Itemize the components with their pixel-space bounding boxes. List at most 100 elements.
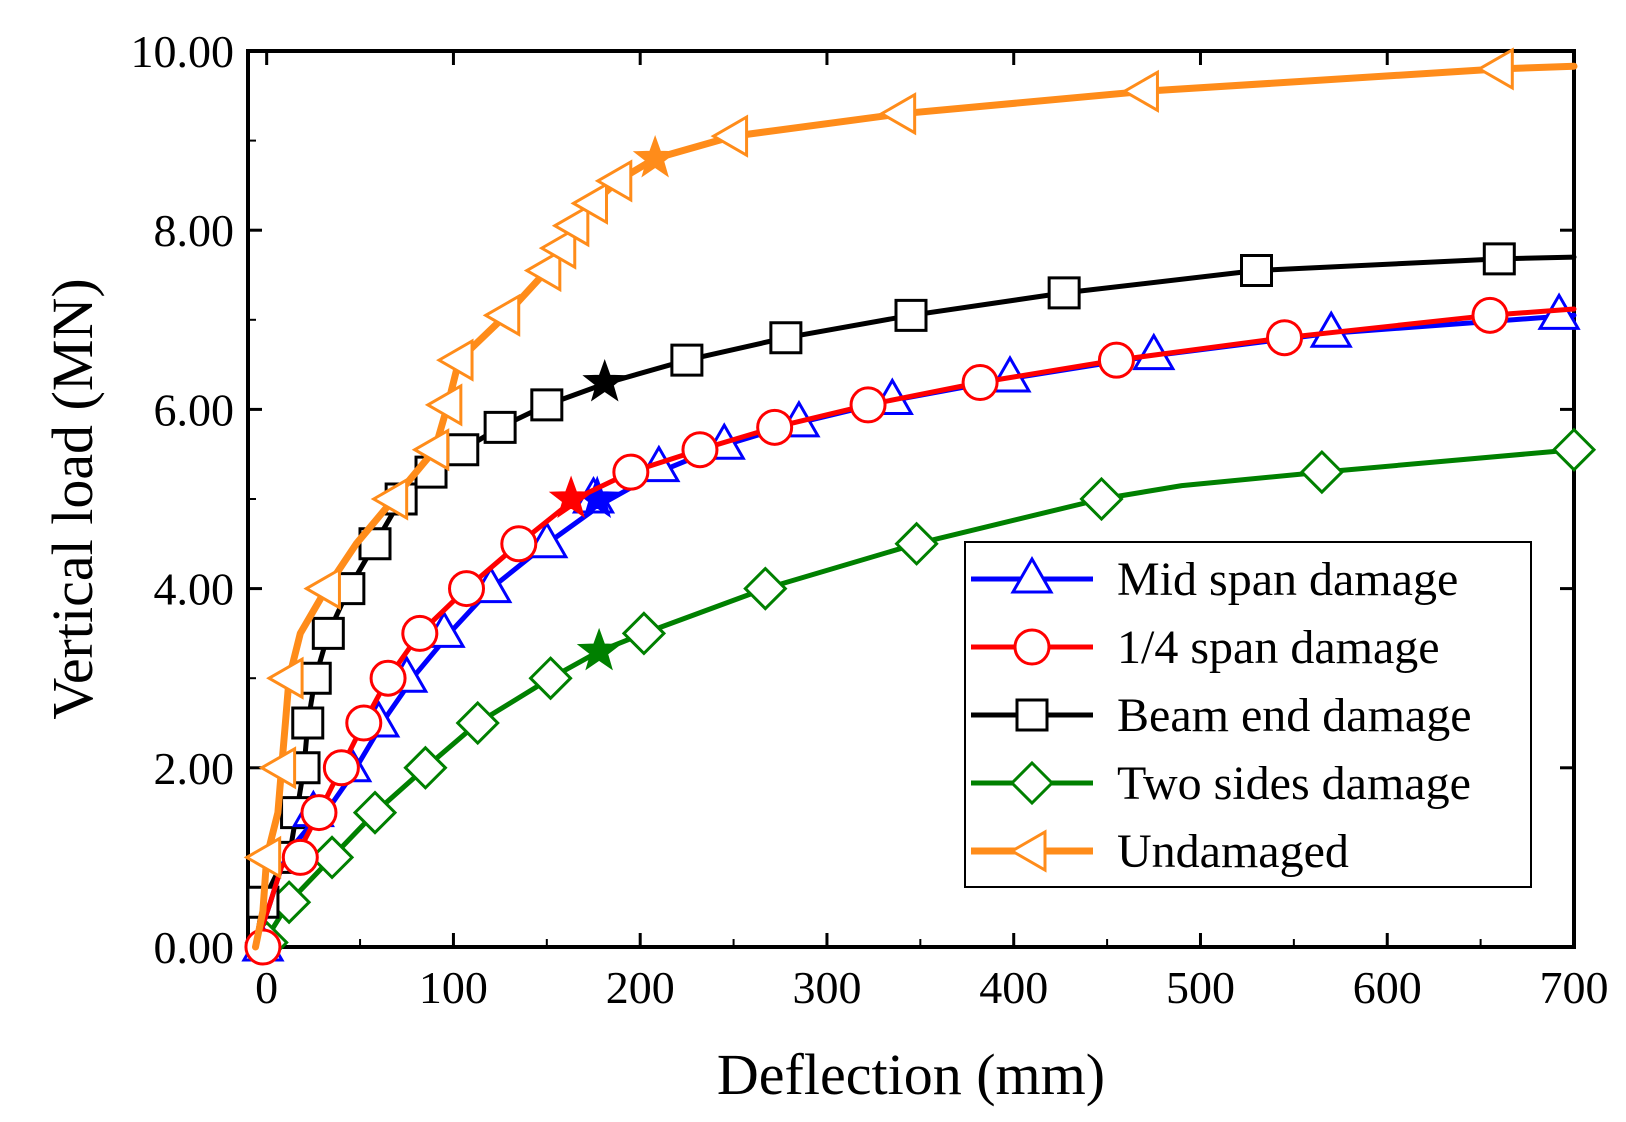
yield-point-star [576,627,622,671]
data-point [1079,476,1124,522]
data-point [528,656,573,701]
x-axis-title: Deflection (mm) [717,1042,1105,1107]
data-point [424,383,463,427]
legend-marker [1008,829,1047,873]
y-tick-label: 0.00 [154,922,235,973]
legend-item: Mid span damage [971,553,1458,606]
legend-item: Two sides damage [971,757,1471,810]
data-point [525,520,569,559]
x-tick-label: 700 [1540,962,1609,1013]
data-point [411,428,450,472]
data-point [1299,449,1344,495]
data-point [894,521,939,566]
data-point [455,700,500,746]
data-point [482,293,521,337]
y-tick-label: 8.00 [154,205,235,256]
data-point [670,343,704,377]
data-point [1551,427,1597,472]
data-point [594,159,633,203]
legend-label: Mid span damage [1117,553,1458,606]
yield-point-star [582,359,628,402]
data-point [612,453,650,491]
data-point [352,790,398,835]
axes-group: 0 100 200 300 400 500 600 700 0.00 2.00 4.00 6.00 8.… [131,26,1609,1013]
y-tick-label: 2.00 [154,743,235,794]
legend-label: Two sides damage [1117,757,1471,810]
data-point [483,410,517,444]
x-tick-label: 200 [606,962,675,1013]
data-point [756,408,794,446]
data-point [403,745,448,790]
yield-point-star [548,475,594,518]
y-tick-label: 6.00 [154,384,235,435]
y-tick-label: 4.00 [154,564,235,615]
data-point [710,114,749,158]
x-tick-label: 100 [419,962,488,1013]
series-line [253,447,1577,950]
legend-item: Undamaged [971,825,1349,878]
data-point [291,706,325,740]
data-point [621,611,667,656]
data-point [244,928,282,966]
data-point [961,364,999,402]
legend: Mid span damage 1/4 span damage Beam end d… [964,541,1532,888]
series-undamaged [243,47,1578,951]
legend-label: 1/4 span damage [1117,621,1440,674]
data-point [570,181,609,225]
series-layer [241,47,1597,966]
data-point [1471,296,1509,334]
data-point [894,298,928,332]
data-point [769,321,803,355]
data-point [300,794,338,832]
legend-label: Undamaged [1117,825,1349,878]
data-point [322,749,360,787]
yield-point-star [632,135,678,178]
x-tick-label: 500 [1166,962,1235,1013]
x-tick-label: 300 [792,962,861,1013]
data-point [243,835,282,879]
legend-marker [1015,698,1049,732]
data-point [1266,319,1304,357]
legend-marker [1009,760,1055,806]
x-tick-label: 600 [1353,962,1422,1013]
data-point [266,656,304,700]
data-point [311,616,345,650]
data-point [523,248,562,293]
data-point [878,92,917,136]
series-1-4-span-damage [244,296,1577,966]
data-point [1047,276,1081,310]
data-point [448,570,486,608]
data-point [530,388,564,422]
data-point [538,226,577,270]
data-point [303,567,341,611]
data-point [258,746,297,790]
legend-label: Beam end damage [1117,689,1472,742]
data-point [1121,69,1159,113]
data-point [369,659,407,697]
data-point [436,338,474,382]
data-point [500,525,538,563]
data-point [1097,341,1135,379]
data-point [281,838,319,876]
data-point [358,527,392,561]
data-point [1240,254,1274,288]
data-point [551,204,590,248]
data-point [1476,47,1514,91]
data-point [446,433,480,467]
data-point [345,704,383,742]
x-tick-label: 400 [979,962,1048,1013]
y-tick-label: 10.00 [131,26,235,77]
legend-marker [1013,628,1051,666]
data-point [1482,242,1516,276]
legend-marker [1010,555,1054,594]
data-point [401,614,439,652]
x-tick-label: 0 [255,962,278,1013]
legend-item: 1/4 span damage [971,621,1440,674]
data-point [309,835,355,880]
data-point [370,477,409,521]
data-point [681,431,719,469]
legend-item: Beam end damage [971,689,1472,742]
data-point [298,661,332,695]
data-point [849,386,887,424]
